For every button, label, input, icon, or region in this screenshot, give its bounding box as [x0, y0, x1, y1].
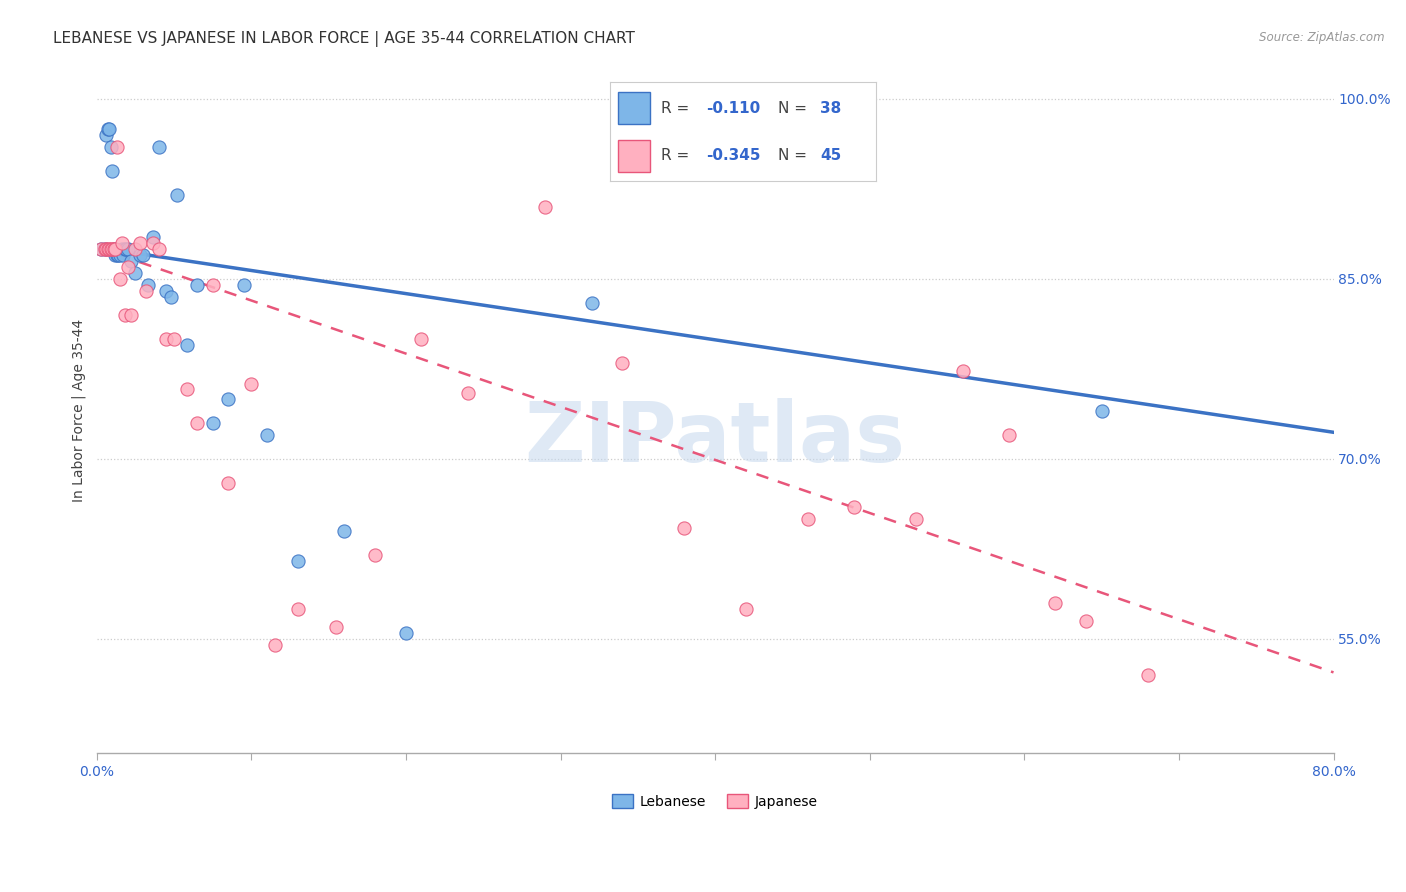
Point [534, 200, 557, 214]
Point [148, 139, 170, 153]
Point [103, 242, 125, 256]
Point [129, 235, 152, 250]
Text: Source: ZipAtlas.com: Source: ZipAtlas.com [1260, 31, 1385, 45]
Point [135, 284, 157, 298]
Point [108, 247, 131, 261]
Point [141, 235, 163, 250]
Point [1045, 596, 1067, 610]
Point [141, 229, 163, 244]
Point [155, 284, 177, 298]
Point [100, 139, 122, 153]
Point [90, 242, 112, 256]
Point [103, 242, 125, 256]
Text: ZIPatlas: ZIPatlas [524, 398, 905, 478]
Point [114, 308, 136, 322]
Point [581, 295, 603, 310]
Y-axis label: In Labor Force | Age 35-44: In Labor Force | Age 35-44 [72, 319, 86, 502]
Point [124, 242, 146, 256]
Point [952, 364, 974, 378]
Point [176, 337, 198, 351]
Point [129, 247, 152, 261]
Point [186, 416, 208, 430]
Point [94, 242, 117, 256]
Point [1091, 403, 1114, 417]
Point [108, 271, 131, 285]
Point [160, 290, 183, 304]
Point [114, 242, 136, 256]
Point [201, 277, 224, 292]
Point [98, 121, 121, 136]
Point [101, 242, 124, 256]
Point [94, 128, 117, 142]
Point [117, 260, 139, 274]
Point [905, 512, 928, 526]
Point [232, 277, 254, 292]
Point [155, 332, 177, 346]
Point [110, 242, 132, 256]
Point [104, 247, 127, 261]
Point [217, 475, 239, 490]
Point [120, 308, 142, 322]
Point [104, 242, 127, 256]
Point [176, 382, 198, 396]
Point [457, 385, 479, 400]
Point [395, 625, 418, 640]
Point [166, 187, 188, 202]
Point [132, 247, 155, 261]
Point [333, 524, 356, 538]
Point [612, 356, 634, 370]
Point [100, 242, 122, 256]
Legend: Lebanese, Japanese: Lebanese, Japanese [607, 789, 824, 814]
Point [735, 601, 758, 615]
Point [411, 332, 433, 346]
Point [124, 266, 146, 280]
Point [97, 121, 120, 136]
Point [105, 139, 128, 153]
Point [201, 416, 224, 430]
Point [287, 554, 309, 568]
Point [217, 392, 239, 406]
Point [110, 235, 132, 250]
Point [136, 277, 159, 292]
Point [364, 548, 387, 562]
Point [287, 601, 309, 615]
Point [112, 247, 135, 261]
Point [186, 277, 208, 292]
Point [107, 247, 129, 261]
Point [998, 427, 1021, 442]
Point [240, 377, 263, 392]
Point [97, 242, 120, 256]
Point [90, 242, 112, 256]
Point [93, 242, 115, 256]
Text: LEBANESE VS JAPANESE IN LABOR FORCE | AGE 35-44 CORRELATION CHART: LEBANESE VS JAPANESE IN LABOR FORCE | AG… [53, 31, 636, 47]
Point [115, 242, 138, 256]
Point [101, 163, 124, 178]
Point [148, 242, 170, 256]
Point [797, 512, 820, 526]
Point [98, 242, 121, 256]
Point [105, 247, 128, 261]
Point [163, 332, 186, 346]
Point [263, 638, 285, 652]
Point [325, 620, 347, 634]
Point [844, 500, 866, 514]
Point [117, 242, 139, 256]
Point [673, 521, 696, 535]
Point [256, 427, 278, 442]
Point [93, 242, 115, 256]
Point [120, 253, 142, 268]
Point [1076, 614, 1098, 628]
Point [1137, 667, 1160, 681]
